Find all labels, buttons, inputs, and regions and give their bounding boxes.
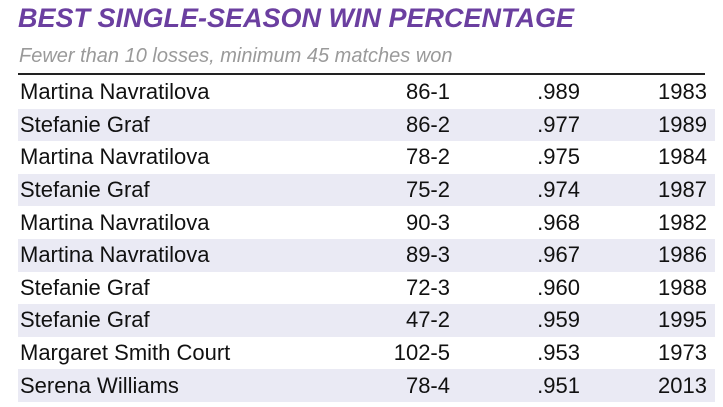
table-title: BEST SINGLE-SEASON WIN PERCENTAGE bbox=[18, 3, 575, 33]
win-loss-record: 78-4 bbox=[350, 369, 450, 402]
table-row: Stefanie Graf 75-2 .974 1987 bbox=[18, 173, 715, 207]
win-loss-record: 86-1 bbox=[405, 79, 450, 105]
season-year: 1982 bbox=[658, 209, 707, 235]
season-year: 1973 bbox=[658, 340, 707, 366]
win-percentage: .951 bbox=[450, 369, 580, 402]
table-row: Serena Williams 78-4 .951 2013 bbox=[18, 369, 715, 402]
player-name: Margaret Smith Court bbox=[20, 340, 231, 366]
player-name: Stefanie Graf bbox=[20, 274, 150, 300]
win-loss-record: 78-2 bbox=[405, 144, 450, 170]
win-percentage: .989 bbox=[537, 79, 580, 105]
win-percentage: .967 bbox=[450, 238, 580, 272]
win-loss-record: 102-5 bbox=[393, 340, 450, 366]
table-row: Martina Navratilova 89-3 .967 1986 bbox=[18, 238, 715, 272]
win-percentage: .974 bbox=[450, 173, 580, 207]
table-row: Stefanie Graf 86-2 .977 1989 bbox=[18, 108, 715, 142]
win-percentage: .953 bbox=[537, 340, 580, 366]
player-name: Stefanie Graf bbox=[18, 304, 350, 337]
season-year: 1986 bbox=[580, 238, 715, 272]
win-loss-record: 47-2 bbox=[350, 304, 450, 337]
table-row: Margaret Smith Court 102-5 .953 1973 bbox=[18, 337, 715, 370]
table-subtitle: Fewer than 10 losses, minimum 45 matches… bbox=[19, 45, 453, 67]
table-row: Martina Navratilova 86-1 .989 1983 bbox=[18, 76, 715, 109]
player-name: Martina Navratilova bbox=[20, 209, 210, 235]
player-name: Martina Navratilova bbox=[18, 238, 350, 272]
win-percentage: .960 bbox=[537, 274, 580, 300]
win-loss-record: 72-3 bbox=[405, 274, 450, 300]
win-percentage: .977 bbox=[450, 108, 580, 142]
table-row: Stefanie Graf 72-3 .960 1988 bbox=[18, 272, 715, 305]
player-name: Serena Williams bbox=[18, 369, 350, 402]
player-name: Martina Navratilova bbox=[20, 144, 210, 170]
win-percentage-table: Martina Navratilova 86-1 .989 1983 Stefa… bbox=[18, 76, 715, 402]
player-name: Stefanie Graf bbox=[18, 173, 350, 207]
win-percentage: .975 bbox=[537, 144, 580, 170]
season-year: 1984 bbox=[658, 144, 707, 170]
season-year: 1987 bbox=[580, 173, 715, 207]
season-year: 2013 bbox=[580, 369, 715, 402]
season-year: 1989 bbox=[580, 108, 715, 142]
win-loss-record: 90-3 bbox=[405, 209, 450, 235]
win-percentage: .959 bbox=[450, 304, 580, 337]
season-year: 1983 bbox=[658, 79, 707, 105]
player-name: Martina Navratilova bbox=[20, 79, 210, 105]
player-name: Stefanie Graf bbox=[18, 108, 350, 142]
season-year: 1995 bbox=[580, 304, 715, 337]
win-loss-record: 86-2 bbox=[350, 108, 450, 142]
season-year: 1988 bbox=[658, 274, 707, 300]
win-loss-record: 89-3 bbox=[350, 238, 450, 272]
table-row: Martina Navratilova 78-2 .975 1984 bbox=[18, 141, 715, 174]
table-row: Stefanie Graf 47-2 .959 1995 bbox=[18, 304, 715, 337]
table-row: Martina Navratilova 90-3 .968 1982 bbox=[18, 206, 715, 239]
win-loss-record: 75-2 bbox=[350, 173, 450, 207]
win-percentage: .968 bbox=[537, 209, 580, 235]
header-rule bbox=[18, 73, 705, 75]
